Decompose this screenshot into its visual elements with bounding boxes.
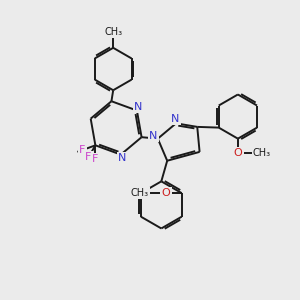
Text: N: N (134, 102, 142, 112)
Text: N: N (171, 114, 180, 124)
Text: O: O (162, 188, 170, 198)
Text: N: N (149, 131, 157, 141)
Text: CH₃: CH₃ (104, 27, 122, 37)
Text: F: F (85, 152, 92, 162)
Text: O: O (233, 148, 242, 158)
Text: F: F (79, 145, 85, 155)
Text: CH₃: CH₃ (253, 148, 271, 158)
Text: N: N (118, 153, 127, 163)
Text: F: F (92, 154, 99, 164)
Text: CH₃: CH₃ (130, 188, 149, 198)
